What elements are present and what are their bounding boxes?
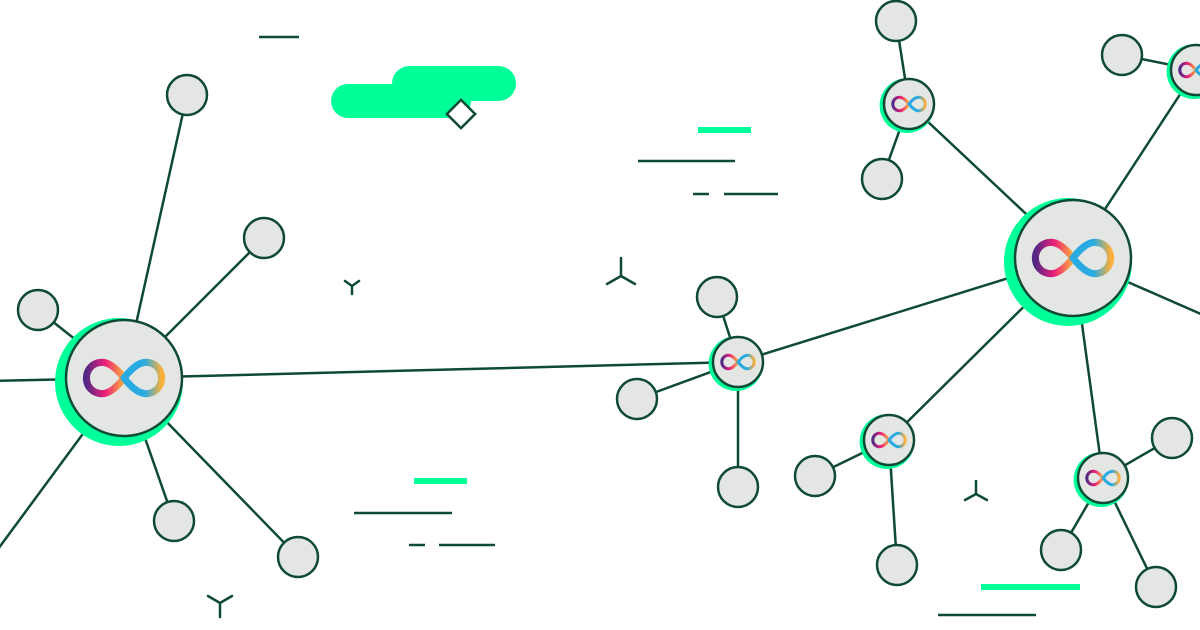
leaf-node <box>16 288 60 332</box>
infinity-logo-icon <box>891 95 927 113</box>
infinity-logo-icon <box>1085 469 1121 487</box>
green-pill <box>331 84 471 118</box>
leaf-node <box>716 465 760 509</box>
decorations <box>206 35 1080 619</box>
tri-star-icon <box>605 256 637 286</box>
tri-star-icon <box>343 279 361 296</box>
hub-node <box>55 318 184 446</box>
hub-node <box>1073 451 1130 507</box>
diamond-icon <box>445 98 477 130</box>
leaf-node <box>615 377 659 421</box>
infinity-logo-icon <box>1178 61 1200 79</box>
leaf-node <box>875 543 919 587</box>
edge-line <box>123 360 739 380</box>
leaf-node <box>860 157 904 201</box>
infinity-logo-icon <box>1031 238 1115 278</box>
hub-circle <box>1169 43 1200 97</box>
hub-node <box>879 77 936 133</box>
leaf-node <box>1039 528 1083 572</box>
hub-node <box>708 335 765 391</box>
leaf-node <box>1150 416 1194 460</box>
leaf-nodes <box>16 0 1194 609</box>
leaf-node <box>152 499 196 543</box>
leaf-node <box>695 275 739 319</box>
hub-node <box>859 413 916 469</box>
leaf-node <box>1134 565 1178 609</box>
infinity-logo-icon <box>720 353 756 371</box>
leaf-node <box>874 0 918 43</box>
hub-nodes <box>55 43 1200 507</box>
tri-star-icon <box>963 479 989 502</box>
leaf-node <box>242 216 286 260</box>
infinity-logo-icon <box>82 358 166 398</box>
leaf-node <box>165 73 209 117</box>
leaf-node <box>793 454 837 498</box>
infinity-logo-icon <box>871 431 907 449</box>
leaf-node <box>276 535 320 579</box>
tri-star-icon <box>206 594 234 619</box>
leaf-node <box>1100 33 1144 77</box>
hub-node <box>1004 198 1133 326</box>
hub-node <box>1166 43 1200 99</box>
